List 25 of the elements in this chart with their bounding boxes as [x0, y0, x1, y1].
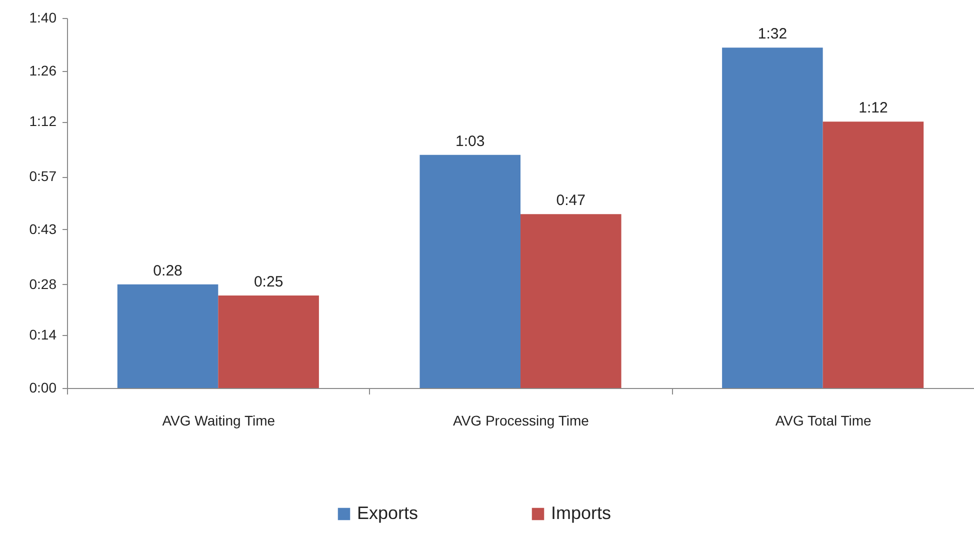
- y-tick-label: 1:40: [29, 10, 57, 26]
- y-tick-label: 0:00: [29, 380, 57, 396]
- x-tick-label: AVG Total Time: [775, 412, 872, 428]
- bar: [520, 214, 622, 388]
- data-label: 0:25: [254, 274, 284, 290]
- x-tick-label: AVG Processing Time: [453, 412, 590, 428]
- bar: [420, 154, 520, 388]
- data-label: 0:28: [153, 262, 182, 280]
- legend-label: Imports: [551, 503, 612, 523]
- data-label: 1:12: [858, 100, 888, 117]
- bar: [822, 122, 924, 388]
- data-label: 1:32: [758, 26, 788, 43]
- bar: [218, 296, 319, 388]
- bar: [117, 284, 218, 388]
- y-tick-label: 0:43: [29, 220, 57, 237]
- data-label: 1:03: [456, 132, 485, 150]
- y-tick-label: 1:26: [29, 62, 57, 78]
- y-tick-label: 0:57: [29, 168, 57, 184]
- bar: [722, 48, 823, 388]
- y-tick-label: 0:28: [29, 276, 57, 292]
- y-tick-label: 1:12: [29, 113, 57, 130]
- x-tick-label: AVG Waiting Time: [162, 412, 276, 428]
- legend-label: Exports: [357, 503, 418, 523]
- data-label: 0:47: [556, 192, 586, 210]
- y-tick-label: 0:14: [29, 326, 57, 343]
